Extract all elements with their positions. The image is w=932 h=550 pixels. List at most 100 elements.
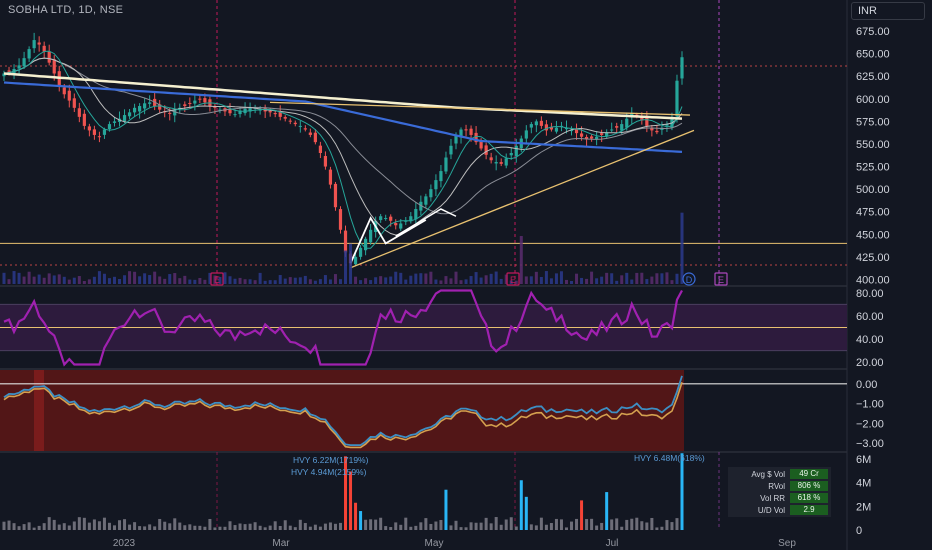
volume-bar [22, 524, 26, 530]
candle [273, 113, 277, 115]
volume-bar [203, 526, 207, 530]
oscillator-signal-line [3, 381, 683, 449]
volume-bar [313, 524, 317, 530]
volume-bar [414, 525, 418, 530]
volume-bar [303, 523, 307, 530]
price-axis-label: 450.00 [856, 229, 890, 241]
volume-bar [394, 522, 398, 530]
volume-bar [534, 525, 538, 530]
volume-bar [575, 273, 579, 284]
volume-bar [554, 518, 558, 530]
volume-bar [489, 523, 493, 530]
candle [650, 127, 654, 131]
volume-axis-label: 6M [856, 454, 871, 466]
candle [2, 73, 6, 77]
candle [22, 58, 26, 67]
volume-bar [564, 527, 568, 530]
candle [449, 145, 453, 155]
volume-bar [359, 511, 363, 530]
volume-bar [499, 278, 503, 284]
volume-bar [283, 278, 287, 284]
volume-bar [419, 522, 423, 530]
volume-bar [444, 276, 448, 284]
volume-bar [37, 274, 41, 284]
volume-bar [7, 520, 11, 530]
volume-axis-label: 0 [856, 525, 862, 537]
volume-bar [42, 277, 46, 284]
volume-bar [454, 271, 458, 284]
price-axis-label: 600.00 [856, 94, 890, 106]
volume-bar [630, 518, 634, 530]
candle [429, 189, 433, 198]
candle [127, 112, 132, 117]
candle [52, 59, 56, 74]
candle [27, 49, 31, 59]
volume-bar [92, 519, 96, 530]
volume-bar [163, 278, 167, 284]
volume-bar [389, 276, 393, 284]
volume-bar [293, 277, 297, 284]
candle [494, 162, 498, 164]
volume-bar [223, 526, 227, 530]
volume-bar [273, 280, 277, 284]
volume-stats-table: Avg $ Vol 49 Cr RVol 806 % Vol RR 618 % … [728, 467, 831, 517]
volume-bar [464, 279, 468, 284]
ma-line-blue [3, 81, 683, 153]
stats-row-vol-rr: Vol RR 618 % [728, 493, 831, 504]
volume-bar [404, 279, 408, 284]
earnings-marker [714, 272, 728, 286]
volume-bar [504, 519, 508, 530]
candle [610, 129, 614, 131]
candle [524, 130, 528, 139]
candle [87, 126, 91, 131]
candle [138, 106, 142, 112]
volume-bar [318, 279, 322, 284]
volume-bar [133, 271, 137, 284]
volume-bar [539, 276, 543, 284]
stats-label: Avg $ Vol [751, 470, 785, 479]
volume-bar [439, 519, 443, 530]
volume-bar [97, 271, 101, 284]
volume-bar [82, 280, 86, 284]
volume-bar [62, 276, 66, 284]
volume-bar [203, 279, 207, 284]
candle [645, 117, 649, 126]
candle [389, 216, 393, 221]
currency-button[interactable]: INR [851, 2, 925, 20]
volume-bar [233, 278, 237, 284]
stats-row-ud-vol: U/D Vol 2.9 [728, 505, 831, 516]
volume-bar [680, 212, 684, 284]
volume-bar [12, 523, 16, 530]
volume-bar [148, 275, 152, 284]
volume-bar [610, 519, 614, 530]
candle [293, 122, 297, 125]
candle [665, 124, 669, 126]
volume-bar [349, 243, 353, 284]
candle [132, 107, 137, 113]
volume-bar [138, 526, 142, 530]
volume-bar [635, 517, 639, 530]
candle [343, 230, 348, 253]
stats-label: RVol [768, 482, 785, 491]
volume-bar [494, 271, 498, 284]
volume-bar [509, 280, 513, 284]
candle [529, 124, 533, 128]
candle [499, 162, 503, 164]
volume-bar [570, 521, 574, 530]
candle [454, 134, 458, 144]
volume-bar [52, 275, 56, 284]
price-volume-bars [2, 212, 684, 284]
candle [459, 129, 463, 138]
volume-bar [107, 278, 111, 284]
candle [183, 104, 187, 107]
volume-bar [22, 276, 26, 284]
volume-bar [369, 519, 373, 530]
oscillator-axis-label: −1.00 [856, 399, 884, 411]
volume-bar [404, 517, 408, 530]
candle [595, 136, 599, 140]
volume-bar [183, 525, 187, 530]
volume-bar [112, 276, 116, 284]
candle [122, 115, 127, 122]
candle [67, 90, 71, 101]
